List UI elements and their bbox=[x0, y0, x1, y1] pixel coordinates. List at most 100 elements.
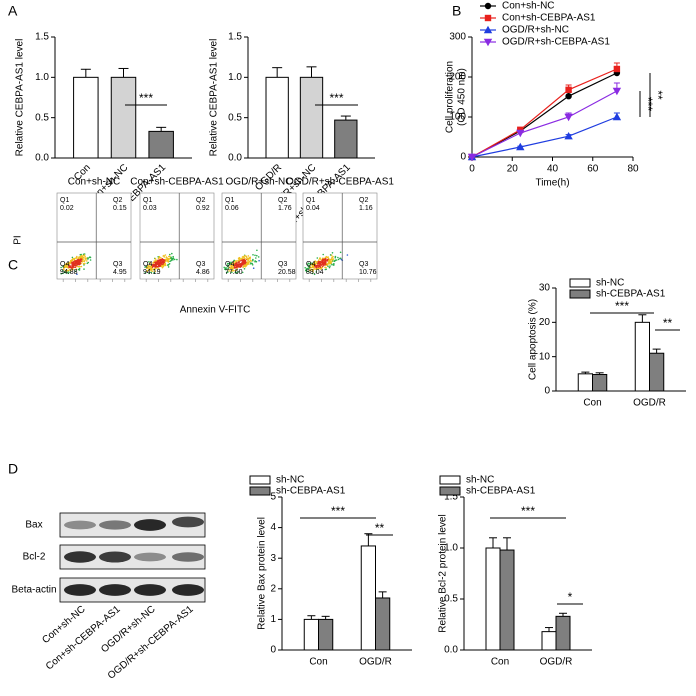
event-dot bbox=[334, 256, 337, 259]
data-point bbox=[612, 112, 622, 121]
y-tick-label: 1.0 bbox=[444, 543, 458, 554]
event-dot bbox=[241, 261, 243, 263]
event-dot bbox=[330, 258, 333, 261]
event-dot bbox=[243, 264, 246, 266]
event-dot bbox=[258, 259, 260, 262]
y-tick-label: 1.5 bbox=[444, 492, 458, 503]
flow-title: OGD/R+sh-CEBPA-AS1 bbox=[286, 177, 394, 188]
y-tick-label: 0 bbox=[544, 386, 550, 397]
event-dot bbox=[311, 262, 313, 265]
event-dot bbox=[152, 264, 155, 266]
event-dot bbox=[82, 256, 85, 259]
event-dot bbox=[307, 270, 310, 273]
event-dot bbox=[60, 266, 62, 269]
x-tick-label: 20 bbox=[507, 164, 519, 175]
event-dot bbox=[77, 268, 80, 271]
event-dot bbox=[150, 271, 153, 274]
event-dot bbox=[315, 264, 318, 267]
event-dot bbox=[147, 265, 149, 268]
event-dot bbox=[78, 267, 81, 270]
event-dot bbox=[315, 266, 317, 268]
event-dot bbox=[316, 257, 319, 259]
panel-label: C bbox=[8, 257, 18, 273]
y-axis-label: Relative Bax protein level bbox=[257, 517, 268, 630]
event-dot bbox=[170, 256, 172, 259]
event-dot bbox=[244, 257, 246, 260]
event-dot bbox=[89, 256, 91, 258]
event-dot bbox=[337, 258, 340, 261]
event-dot bbox=[169, 255, 171, 258]
data-point bbox=[516, 129, 525, 138]
event-dot bbox=[339, 257, 341, 260]
event-dot bbox=[245, 261, 247, 264]
event-dot bbox=[318, 258, 321, 260]
event-dot bbox=[154, 257, 157, 260]
event-dot bbox=[79, 265, 81, 268]
event-dot bbox=[75, 257, 78, 259]
event-dot bbox=[159, 262, 161, 264]
significance-label: *** bbox=[329, 91, 343, 105]
bar bbox=[73, 76, 99, 159]
event-dot bbox=[76, 259, 78, 261]
significance-label: *** bbox=[331, 504, 345, 518]
event-dot bbox=[321, 262, 324, 265]
bar bbox=[303, 618, 319, 651]
legend-marker bbox=[484, 2, 492, 10]
event-dot bbox=[155, 259, 157, 262]
event-dot bbox=[332, 264, 335, 266]
event-dot bbox=[228, 270, 230, 272]
event-dot bbox=[152, 262, 155, 264]
y-tick-label: 10 bbox=[539, 351, 551, 362]
blot-band bbox=[172, 516, 204, 528]
event-dot bbox=[67, 269, 70, 272]
event-dot bbox=[233, 266, 236, 268]
legend-marker bbox=[484, 14, 492, 22]
event-dot bbox=[86, 260, 88, 262]
event-dot bbox=[154, 270, 157, 273]
event-dot bbox=[144, 271, 147, 274]
bar bbox=[634, 321, 650, 392]
event-dot bbox=[65, 262, 68, 265]
quadrant-value: 0.04 bbox=[306, 205, 320, 212]
event-dot bbox=[252, 267, 255, 270]
event-dot bbox=[73, 264, 76, 266]
flow-y-label: PI bbox=[13, 235, 24, 244]
quadrant-value: 10.76 bbox=[359, 269, 377, 276]
x-tick-label: Con bbox=[309, 657, 327, 668]
event-dot bbox=[306, 267, 308, 270]
event-dot bbox=[77, 262, 80, 264]
bar bbox=[485, 547, 501, 651]
event-dot bbox=[232, 268, 234, 270]
event-dot bbox=[239, 265, 241, 268]
significance-label: *** bbox=[641, 97, 655, 111]
event-dot bbox=[152, 265, 155, 268]
event-dot bbox=[256, 249, 258, 252]
event-dot bbox=[322, 263, 325, 266]
event-dot bbox=[66, 269, 68, 272]
event-dot bbox=[324, 258, 327, 260]
event-dot bbox=[248, 257, 251, 259]
legend-label: sh-NC bbox=[276, 475, 304, 486]
event-dot bbox=[324, 260, 327, 262]
event-dot bbox=[77, 265, 80, 268]
event-dot bbox=[63, 267, 65, 270]
event-dot bbox=[67, 271, 69, 273]
event-dot bbox=[68, 265, 71, 267]
blot-band bbox=[99, 551, 131, 563]
y-tick-label: 200 bbox=[449, 72, 466, 83]
event-dot bbox=[329, 254, 332, 256]
event-dot bbox=[162, 263, 164, 265]
event-dot bbox=[87, 261, 90, 264]
event-dot bbox=[310, 263, 312, 266]
quadrant-name: Q4 bbox=[306, 261, 315, 268]
y-tick-label: 0.0 bbox=[35, 153, 49, 164]
panel-label: D bbox=[8, 461, 18, 477]
event-dot bbox=[340, 258, 343, 261]
event-dot bbox=[77, 257, 79, 260]
event-dot bbox=[156, 261, 159, 264]
quadrant-name: Q4 bbox=[225, 261, 234, 268]
event-dot bbox=[155, 265, 157, 268]
event-dot bbox=[75, 268, 78, 271]
event-dot bbox=[311, 272, 314, 275]
